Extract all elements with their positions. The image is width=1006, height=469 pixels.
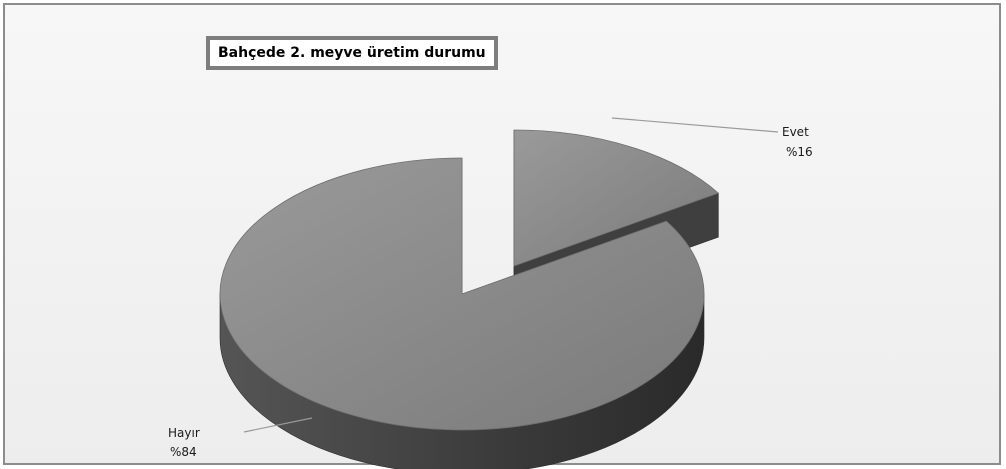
data-value-hay-r: %84 — [170, 445, 197, 459]
data-value-evet: %16 — [786, 145, 813, 159]
pie-slice-hay-r — [219, 157, 705, 469]
leader-line-evet — [611, 117, 779, 133]
leader-line-hay-r — [243, 417, 313, 433]
data-label-evet: Evet — [782, 125, 809, 139]
chart-title: Bahçede 2. meyve üretim durumu — [206, 36, 498, 70]
data-label-hay-r: Hayır — [168, 426, 200, 440]
